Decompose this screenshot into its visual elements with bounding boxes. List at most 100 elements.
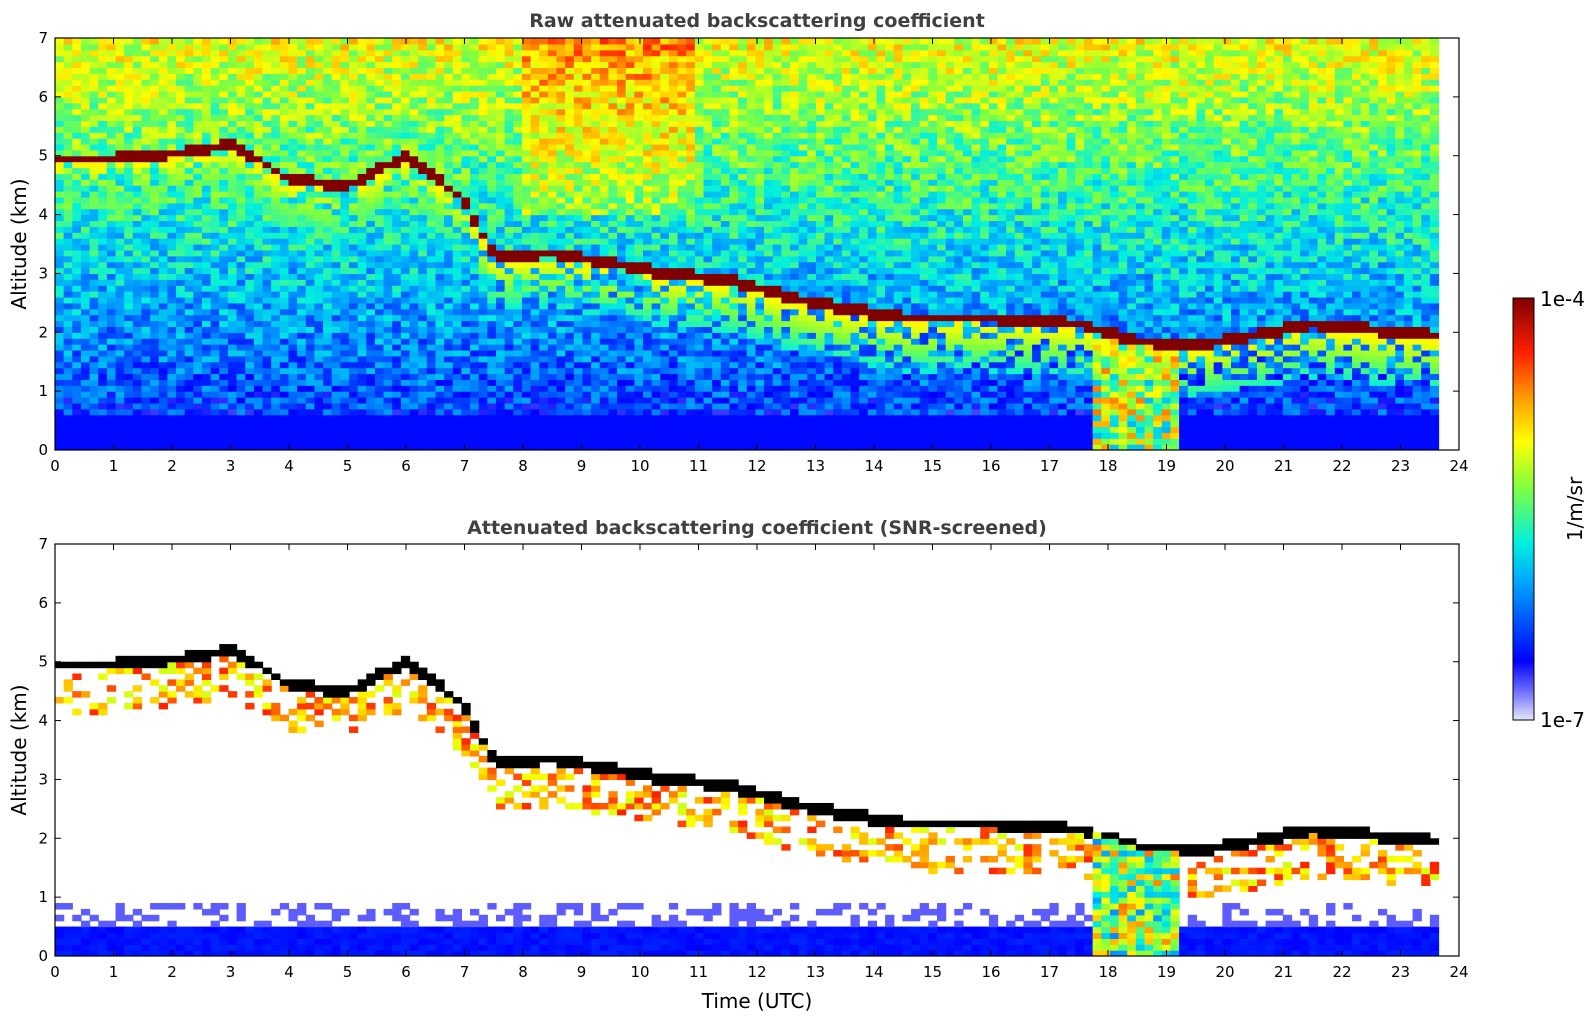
raw-heat-cell <box>634 196 644 204</box>
raw-heat-cell <box>115 285 125 292</box>
raw-heat-cell <box>262 379 272 386</box>
raw-heat-cell <box>253 126 264 133</box>
raw-heat-cell <box>608 179 618 186</box>
raw-heat-cell <box>262 138 272 145</box>
raw-heat-cell <box>314 138 324 145</box>
raw-heat-cell <box>72 132 82 139</box>
raw-heat-cell <box>565 320 575 327</box>
raw-heat-cell <box>184 73 194 80</box>
raw-heat-cell <box>617 126 627 133</box>
raw-heat-cell <box>573 391 584 398</box>
raw-heat-cell <box>392 373 402 380</box>
raw-heat-cell <box>167 255 177 263</box>
raw-heat-cell <box>167 114 177 121</box>
raw-heat-cell <box>227 261 238 269</box>
raw-heat-cell <box>210 179 220 186</box>
raw-heat-cell <box>521 185 532 192</box>
raw-heat-cell <box>288 244 298 251</box>
raw-heat-cell <box>288 61 298 69</box>
raw-heat-cell <box>651 326 661 333</box>
raw-heat-cell <box>608 391 618 398</box>
raw-heat-cell <box>219 308 229 316</box>
raw-heat-cell <box>236 226 246 233</box>
raw-heat-cell <box>271 149 281 157</box>
raw-heat-cell <box>539 202 549 210</box>
raw-heat-cell <box>547 55 558 63</box>
raw-heat-cell <box>435 349 445 357</box>
raw-heat-cell <box>556 385 566 392</box>
raw-heat-cell <box>89 208 99 216</box>
raw-heat-cell <box>271 349 281 357</box>
raw-heat-cell <box>271 185 281 192</box>
raw-heat-cell <box>435 126 445 133</box>
raw-heat-cell <box>643 255 653 263</box>
raw-heat-cell <box>444 61 454 69</box>
raw-heat-cell <box>625 249 635 257</box>
raw-heat-cell <box>202 385 212 392</box>
raw-heat-cell <box>521 385 532 392</box>
raw-heat-cell <box>150 332 160 339</box>
raw-heat-cell <box>124 191 134 198</box>
raw-heat-cell <box>253 114 264 121</box>
raw-heat-cell <box>530 102 540 110</box>
raw-heat-cell <box>582 43 592 51</box>
raw-heat-cell <box>530 426 540 433</box>
raw-heat-cell <box>115 244 125 251</box>
raw-heat-cell <box>271 326 281 333</box>
raw-heat-cell <box>357 426 367 433</box>
raw-heat-cell <box>478 102 488 110</box>
raw-heat-cell <box>383 208 393 216</box>
raw-heat-cell <box>392 296 402 304</box>
raw-heat-cell <box>487 361 497 369</box>
raw-heat-cell <box>565 138 575 145</box>
raw-heat-cell <box>262 149 272 157</box>
raw-heat-cell <box>245 244 255 251</box>
raw-heat-cell <box>245 249 255 257</box>
raw-heat-cell <box>452 85 463 92</box>
raw-heat-cell <box>470 167 480 174</box>
raw-heat-cell <box>305 332 316 339</box>
raw-heat-cell <box>219 438 229 445</box>
raw-heat-cell <box>651 420 661 428</box>
raw-heat-cell <box>435 296 445 304</box>
raw-heat-cell <box>176 214 186 222</box>
raw-heat-cell <box>124 143 134 151</box>
raw-heat-cell <box>349 102 359 110</box>
raw-heat-cell <box>668 302 679 310</box>
raw-heat-cell <box>591 67 601 74</box>
raw-heat-cell <box>323 344 333 351</box>
raw-heat-cell <box>210 444 220 450</box>
raw-heat-cell <box>184 79 194 86</box>
raw-heat-cell <box>305 291 316 298</box>
raw-heat-cell <box>418 38 428 45</box>
raw-heat-cell <box>565 161 575 169</box>
raw-heat-cell <box>297 261 307 269</box>
raw-heat-cell <box>392 173 402 180</box>
raw-heat-cell <box>599 391 610 398</box>
raw-heat-cell <box>651 108 661 116</box>
raw-heat-cell <box>314 43 324 51</box>
raw-heat-cell <box>435 432 445 439</box>
raw-heat-cell <box>521 338 532 345</box>
raw-heat-cell <box>176 220 186 227</box>
raw-heat-cell <box>167 155 177 163</box>
raw-heat-cell <box>435 73 445 80</box>
raw-heat-cell <box>262 414 272 422</box>
raw-heat-cell <box>89 85 99 92</box>
raw-heat-cell <box>253 61 264 69</box>
raw-heat-cell <box>366 132 376 139</box>
raw-heat-cell <box>643 90 653 98</box>
raw-heat-cell <box>668 308 679 316</box>
raw-heat-cell <box>340 238 350 245</box>
raw-heat-cell <box>210 414 220 422</box>
raw-heat-cell <box>435 67 445 74</box>
raw-heat-cell <box>530 296 540 304</box>
raw-heat-cell <box>331 196 341 204</box>
raw-heat-cell <box>184 326 194 333</box>
raw-heat-cell <box>496 285 506 292</box>
raw-heat-cell <box>288 149 298 157</box>
raw-heat-cell <box>608 285 618 292</box>
raw-heat-cell <box>132 132 143 139</box>
raw-heat-cell <box>176 361 186 369</box>
raw-heat-cell <box>625 61 635 69</box>
